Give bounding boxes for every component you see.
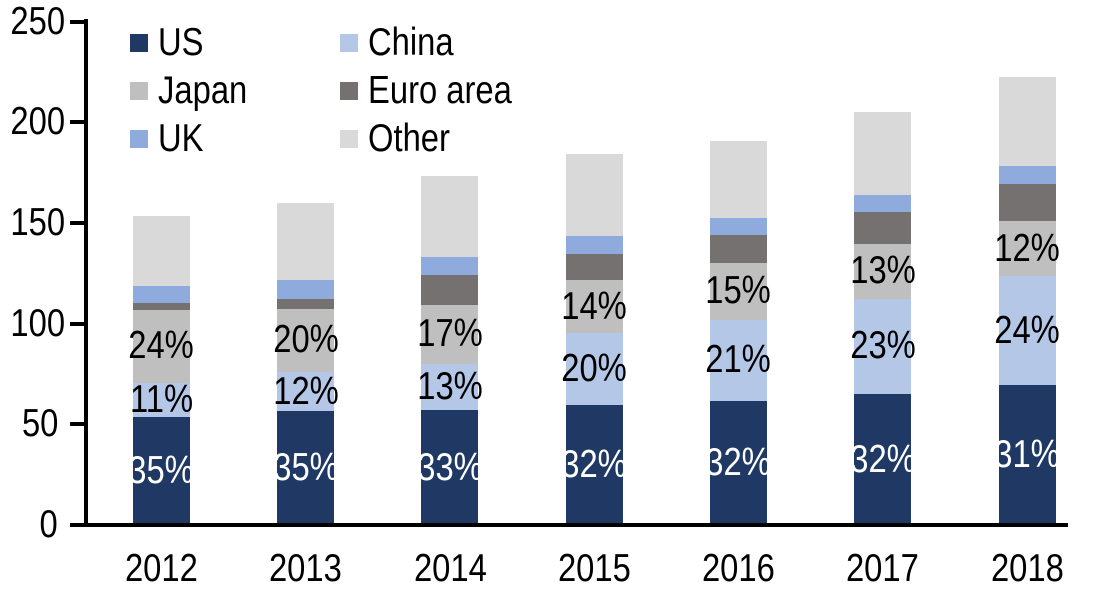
y-axis-tick-label-text: 200 [10, 100, 66, 144]
y-axis-tick-label: 50 [0, 402, 58, 446]
bar-segment-other-2013 [277, 202, 335, 281]
bar-segment-us-2014 [421, 410, 479, 525]
y-axis-tick-label-text: 100 [10, 301, 66, 345]
bar-segment-us-2018 [998, 385, 1056, 525]
legend-swatch-japan [130, 82, 148, 100]
legend-label-us: US [158, 20, 212, 66]
bar-segment-other-2014 [421, 175, 479, 258]
bar-segment-china-2015 [565, 332, 623, 406]
legend-label-text: Other [368, 117, 450, 160]
bar-segment-other-2017 [854, 112, 912, 195]
x-axis-label-text: 2017 [846, 547, 920, 590]
y-axis-tick-label-text: 50 [21, 402, 58, 446]
bar-segment-euro-area-2012 [132, 302, 190, 310]
legend-label-euro-area: Euro area [368, 68, 539, 114]
legend-label-china: China [368, 20, 470, 66]
bar-segment-us-2015 [565, 405, 623, 525]
y-axis-tick [70, 19, 88, 24]
legend-label-other: Other [368, 116, 466, 162]
bar-segment-uk-2016 [710, 218, 767, 236]
x-axis-label-2012: 2012 [91, 548, 231, 590]
bar-segment-japan-2015 [565, 280, 623, 333]
y-axis-tick-label: 250 [0, 0, 65, 44]
bar-segment-us-2016 [710, 401, 767, 525]
legend-swatch-china [340, 34, 358, 52]
bar-segment-japan-2014 [421, 304, 479, 364]
bar-segment-uk-2012 [132, 286, 190, 303]
x-axis-label-2018: 2018 [957, 548, 1097, 590]
bar-segment-japan-2017 [854, 244, 912, 299]
bar-segment-uk-2014 [421, 257, 479, 276]
bar-segment-uk-2018 [998, 165, 1056, 184]
bar-segment-euro-area-2017 [854, 211, 912, 245]
bar-segment-euro-area-2013 [277, 298, 335, 309]
x-axis-label-2015: 2015 [524, 548, 664, 590]
legend-label-text: Euro area [368, 69, 512, 112]
bar-segment-china-2012 [132, 383, 190, 418]
x-axis-baseline [84, 523, 1068, 527]
y-axis-tick [70, 221, 88, 226]
y-axis-tick-label: 200 [0, 100, 65, 144]
x-axis-label-2017: 2017 [813, 548, 953, 590]
legend-label-text: US [158, 21, 204, 64]
x-axis-label-2014: 2014 [380, 548, 520, 590]
bar-segment-japan-2016 [710, 263, 767, 320]
bar-segment-us-2013 [277, 411, 335, 525]
x-axis-label-text: 2012 [124, 547, 198, 590]
y-axis-tick-label-text: 250 [10, 0, 66, 43]
y-axis-tick [70, 523, 88, 527]
legend-label-japan: Japan [158, 68, 264, 114]
y-axis-tick-label-text: 150 [10, 201, 66, 245]
bar-segment-euro-area-2015 [565, 254, 623, 281]
legend-swatch-other [340, 130, 358, 148]
legend-label-text: UK [158, 117, 204, 160]
bar-segment-japan-2012 [132, 309, 190, 384]
bar-segment-china-2014 [421, 363, 479, 411]
y-axis-tick [70, 321, 88, 326]
y-axis-tick-label: 0 [0, 503, 58, 547]
bar-segment-china-2016 [710, 319, 767, 402]
legend-label-text: China [368, 21, 454, 64]
x-axis-label-text: 2016 [702, 547, 775, 590]
x-axis-label-2016: 2016 [669, 548, 809, 590]
legend-label-text: Japan [158, 69, 248, 112]
y-axis-tick-label: 100 [0, 302, 65, 346]
bar-segment-china-2017 [854, 298, 912, 395]
bar-segment-euro-area-2016 [710, 235, 767, 264]
y-axis-line [84, 19, 88, 527]
x-axis-label-text: 2013 [269, 547, 343, 590]
x-axis-label-2013: 2013 [236, 548, 376, 590]
bar-segment-china-2018 [998, 276, 1056, 386]
bar-segment-other-2012 [132, 216, 190, 287]
bar-segment-euro-area-2018 [998, 183, 1056, 222]
bar-segment-uk-2013 [277, 280, 335, 299]
bar-segment-japan-2018 [998, 221, 1056, 277]
bar-segment-china-2013 [277, 372, 335, 412]
x-axis-label-text: 2015 [557, 547, 631, 590]
bar-segment-euro-area-2014 [421, 275, 479, 305]
y-axis-tick [70, 422, 88, 427]
bar-segment-uk-2015 [565, 236, 623, 255]
legend-swatch-euro-area [340, 82, 358, 100]
y-axis-tick-label: 150 [0, 201, 65, 245]
x-axis-label-text: 2018 [990, 547, 1064, 590]
legend-swatch-uk [130, 130, 148, 148]
bar-segment-us-2017 [854, 394, 912, 525]
bar-segment-us-2012 [132, 417, 190, 525]
legend-swatch-us [130, 34, 148, 52]
y-axis-tick [70, 120, 88, 125]
y-axis-tick-label-text: 0 [39, 503, 58, 546]
bar-segment-other-2015 [565, 153, 623, 237]
bar-segment-japan-2013 [277, 308, 335, 372]
bar-segment-other-2018 [998, 77, 1056, 166]
bar-segment-other-2016 [710, 140, 767, 219]
x-axis-label-text: 2014 [413, 547, 487, 590]
bar-segment-uk-2017 [854, 194, 912, 212]
legend-label-uk: UK [158, 116, 212, 162]
